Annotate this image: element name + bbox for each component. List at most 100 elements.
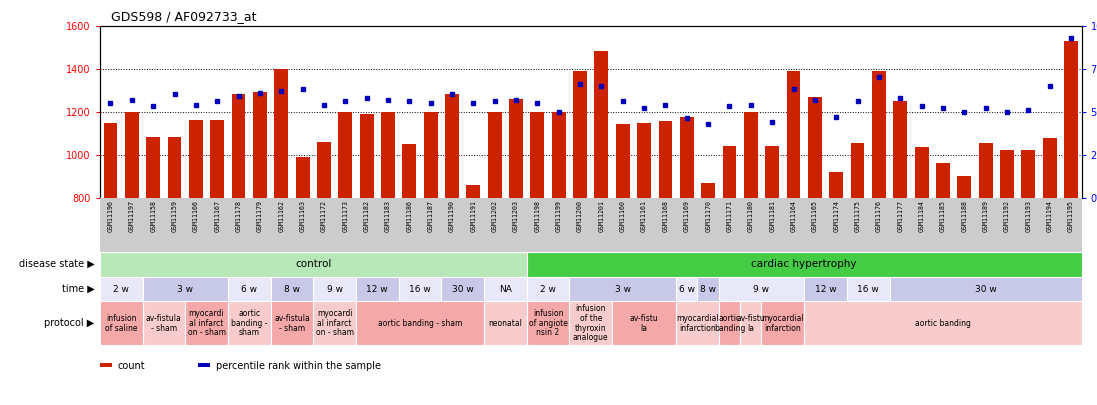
Bar bbox=[1000, 150, 1014, 370]
Bar bbox=[100, 301, 143, 345]
Text: infusion
of saline: infusion of saline bbox=[105, 314, 137, 333]
Text: GSM11164: GSM11164 bbox=[791, 200, 796, 232]
Text: GSM11170: GSM11170 bbox=[705, 200, 711, 232]
Text: GSM11165: GSM11165 bbox=[812, 200, 818, 232]
Bar bbox=[445, 94, 459, 370]
Bar bbox=[958, 176, 971, 370]
Bar bbox=[847, 277, 890, 301]
Bar bbox=[612, 301, 676, 345]
Bar bbox=[676, 301, 719, 345]
Bar bbox=[100, 363, 112, 367]
Text: GSM11181: GSM11181 bbox=[769, 200, 776, 232]
Bar bbox=[915, 147, 928, 370]
Bar bbox=[146, 137, 160, 370]
Text: 8 w: 8 w bbox=[700, 285, 716, 294]
Text: 6 w: 6 w bbox=[241, 285, 257, 294]
Text: GSM11183: GSM11183 bbox=[385, 200, 391, 232]
Text: 16 w: 16 w bbox=[409, 285, 431, 294]
Text: GSM11180: GSM11180 bbox=[748, 200, 754, 232]
Bar bbox=[355, 301, 484, 345]
Text: GSM11200: GSM11200 bbox=[577, 200, 584, 232]
Bar bbox=[509, 99, 523, 370]
Text: GSM11195: GSM11195 bbox=[1068, 200, 1074, 232]
Text: GSM11171: GSM11171 bbox=[726, 200, 733, 232]
Text: GSM11159: GSM11159 bbox=[171, 200, 178, 232]
Text: GSM11185: GSM11185 bbox=[940, 200, 946, 232]
Bar bbox=[125, 111, 139, 370]
Bar bbox=[615, 124, 630, 370]
Text: 9 w: 9 w bbox=[754, 285, 769, 294]
Bar bbox=[552, 111, 566, 370]
Text: cardiac hypertrophy: cardiac hypertrophy bbox=[751, 259, 857, 269]
Text: GSM11160: GSM11160 bbox=[620, 200, 625, 232]
Bar bbox=[484, 277, 527, 301]
Text: 12 w: 12 w bbox=[815, 285, 836, 294]
Text: 2 w: 2 w bbox=[113, 285, 129, 294]
Bar bbox=[531, 111, 544, 370]
Text: GSM11189: GSM11189 bbox=[983, 200, 988, 232]
Bar bbox=[100, 277, 143, 301]
Text: 16 w: 16 w bbox=[858, 285, 879, 294]
Text: GSM11167: GSM11167 bbox=[214, 200, 220, 232]
Text: 12 w: 12 w bbox=[366, 285, 388, 294]
Text: GSM11184: GSM11184 bbox=[918, 200, 925, 232]
Text: aortic banding: aortic banding bbox=[915, 319, 971, 328]
Text: av-fistula
- sham: av-fistula - sham bbox=[274, 314, 309, 333]
Bar bbox=[271, 301, 314, 345]
Text: GSM11193: GSM11193 bbox=[1026, 200, 1031, 232]
Text: GSM11190: GSM11190 bbox=[449, 200, 455, 232]
Bar bbox=[103, 124, 117, 370]
Bar bbox=[701, 183, 715, 370]
Bar bbox=[804, 301, 1082, 345]
Bar bbox=[744, 111, 758, 370]
Bar bbox=[698, 277, 719, 301]
Text: GSM11194: GSM11194 bbox=[1047, 200, 1053, 232]
Text: GSM11192: GSM11192 bbox=[1004, 200, 1010, 232]
Bar bbox=[189, 120, 203, 370]
Bar bbox=[740, 301, 761, 345]
Bar bbox=[850, 143, 864, 370]
Bar bbox=[231, 94, 246, 370]
Text: GSM11182: GSM11182 bbox=[363, 200, 370, 232]
Text: GSM11173: GSM11173 bbox=[342, 200, 348, 232]
Text: 30 w: 30 w bbox=[452, 285, 474, 294]
Text: GSM11174: GSM11174 bbox=[834, 200, 839, 232]
Bar bbox=[253, 92, 267, 370]
Text: GSM11186: GSM11186 bbox=[406, 200, 412, 232]
Text: aortic
banding -
sham: aortic banding - sham bbox=[231, 309, 268, 337]
Bar bbox=[527, 252, 1082, 277]
Text: 3 w: 3 w bbox=[614, 285, 631, 294]
Text: GSM11197: GSM11197 bbox=[128, 200, 135, 232]
Bar bbox=[296, 157, 309, 370]
Text: GSM11202: GSM11202 bbox=[491, 200, 498, 232]
Text: 6 w: 6 w bbox=[679, 285, 694, 294]
Text: GDS598 / AF092733_at: GDS598 / AF092733_at bbox=[111, 11, 257, 23]
Text: GSM11187: GSM11187 bbox=[428, 200, 433, 232]
Text: GSM11201: GSM11201 bbox=[598, 200, 604, 232]
Bar bbox=[484, 301, 527, 345]
Bar bbox=[719, 277, 804, 301]
Text: infusion
of angiote
nsin 2: infusion of angiote nsin 2 bbox=[529, 309, 567, 337]
Bar bbox=[185, 301, 228, 345]
Bar bbox=[787, 71, 801, 370]
Bar bbox=[403, 144, 416, 370]
Bar bbox=[199, 363, 210, 367]
Bar bbox=[1042, 139, 1056, 370]
Bar bbox=[676, 277, 698, 301]
Bar bbox=[211, 120, 224, 370]
Bar bbox=[488, 111, 501, 370]
Bar bbox=[719, 301, 740, 345]
Text: GSM11175: GSM11175 bbox=[855, 200, 860, 232]
Bar bbox=[317, 142, 331, 370]
Bar bbox=[228, 277, 271, 301]
Bar bbox=[761, 301, 804, 345]
Bar bbox=[100, 252, 527, 277]
Bar bbox=[804, 277, 847, 301]
Bar bbox=[872, 71, 885, 370]
Text: control: control bbox=[295, 259, 331, 269]
Bar bbox=[338, 111, 352, 370]
Bar bbox=[658, 121, 672, 370]
Bar bbox=[1021, 150, 1036, 370]
Bar bbox=[573, 71, 587, 370]
Bar bbox=[569, 301, 612, 345]
